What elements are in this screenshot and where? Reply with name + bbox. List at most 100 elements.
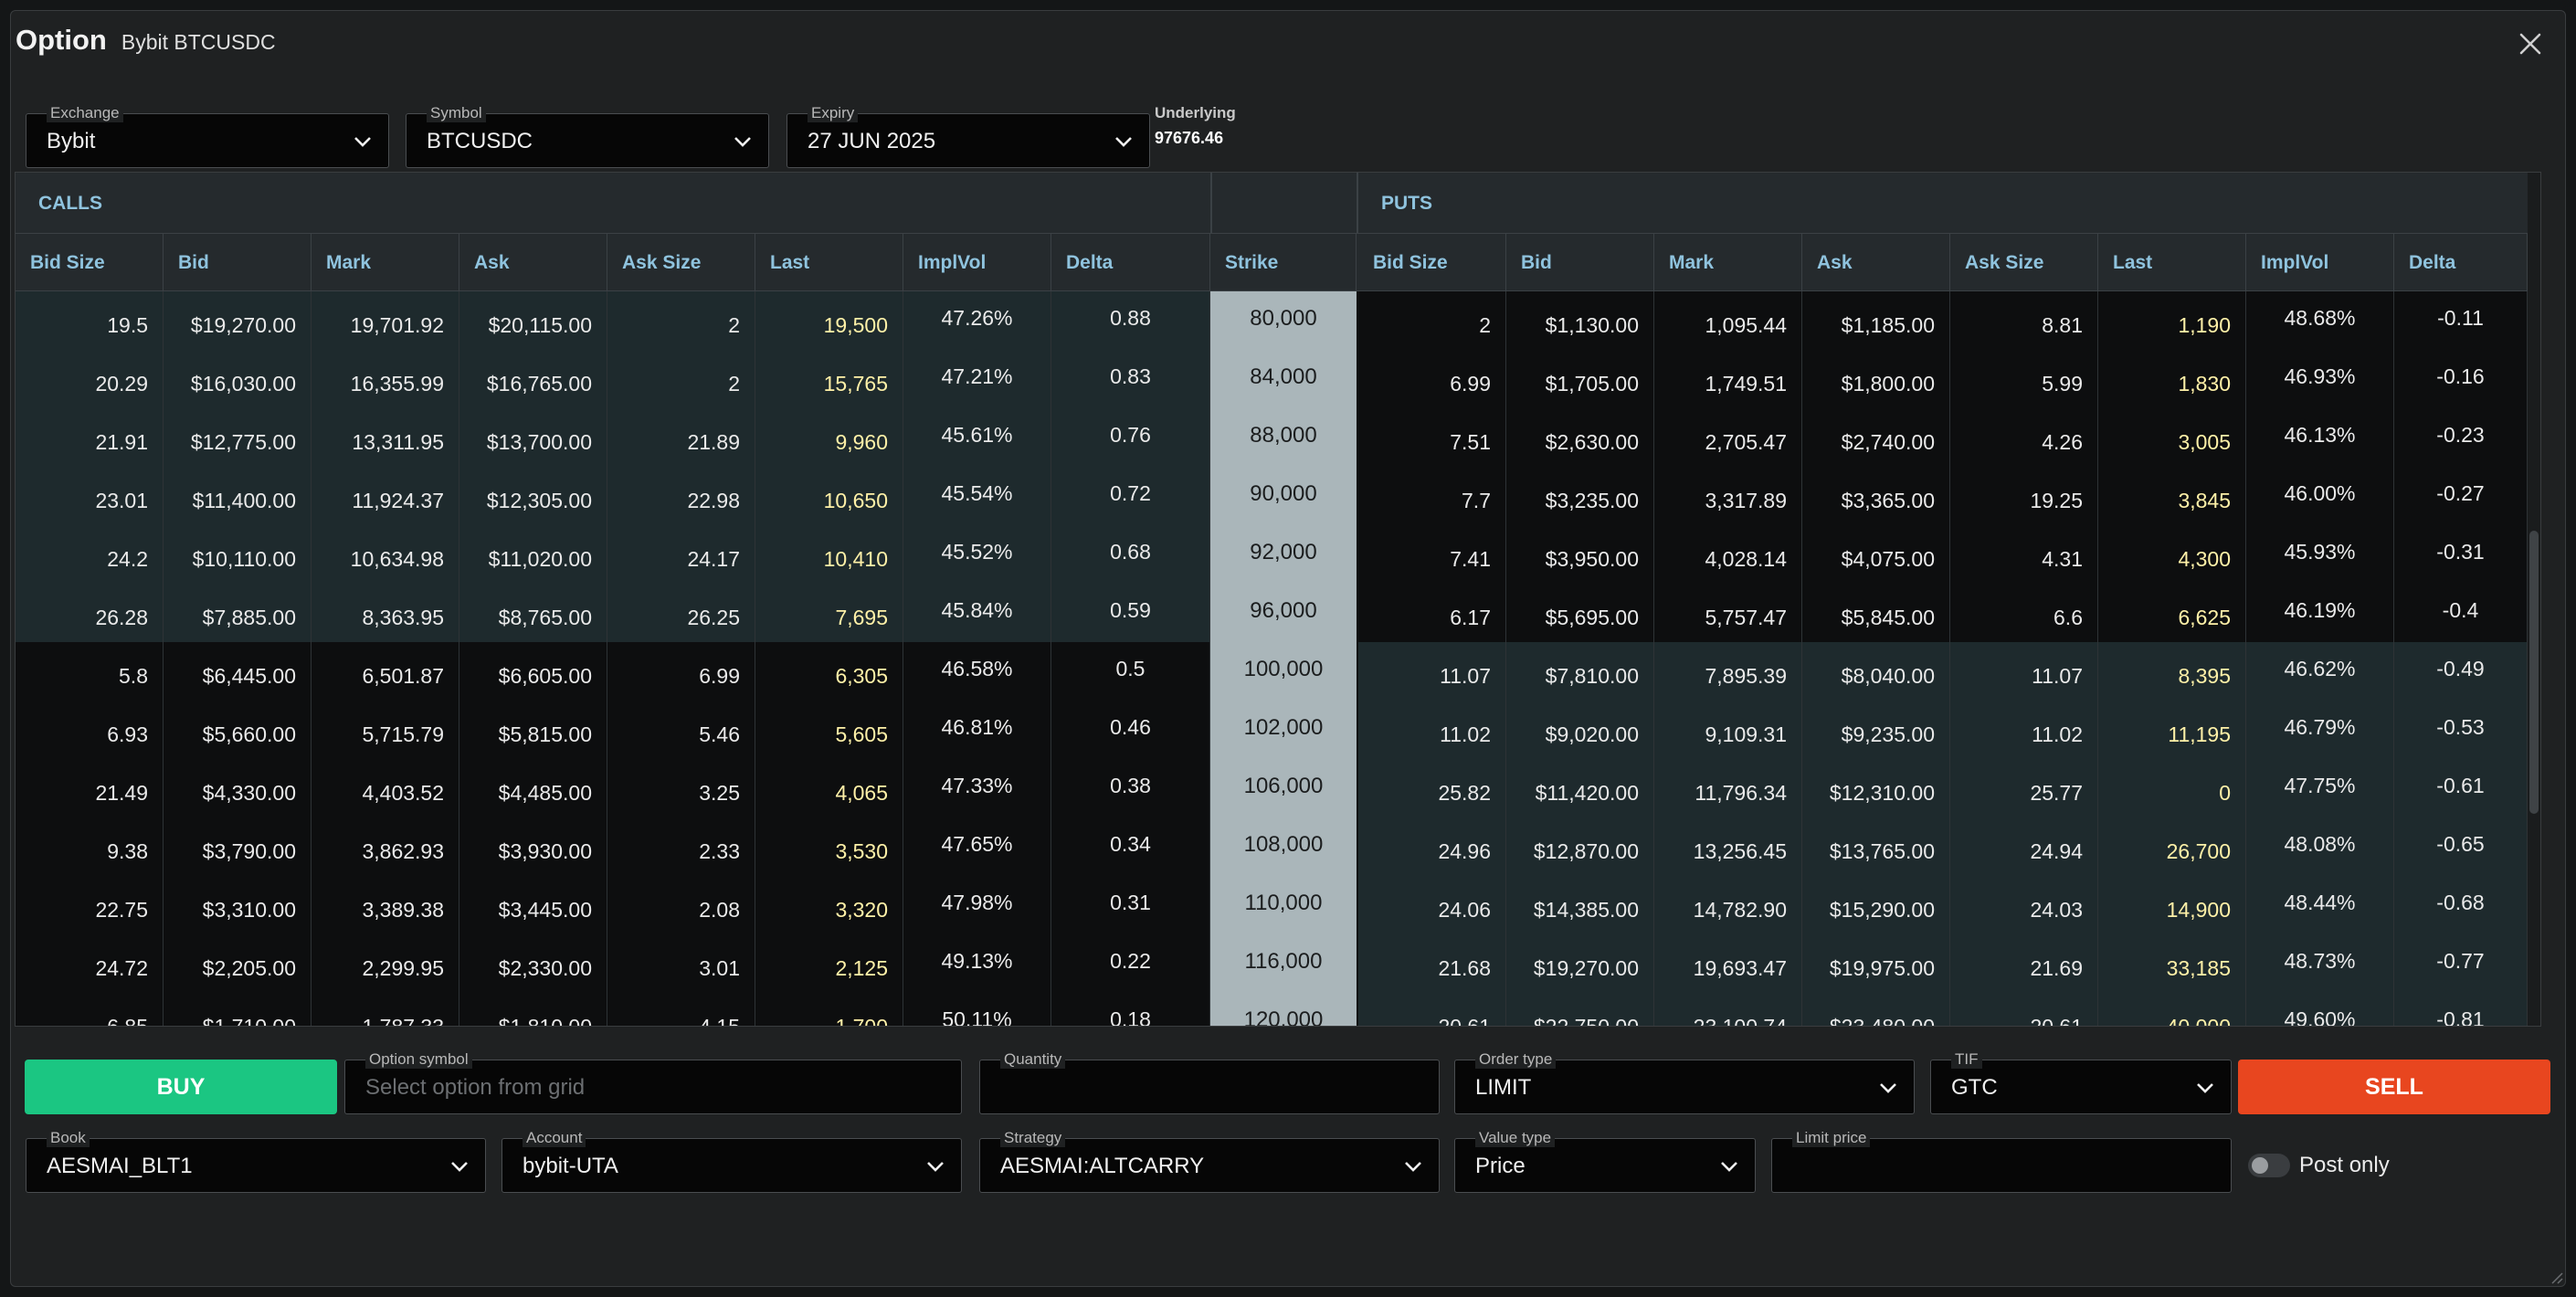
- cell-call-bid-size[interactable]: 20.29: [16, 350, 164, 408]
- cell-put-ask[interactable]: $1,185.00: [1802, 291, 1950, 350]
- cell-put-mark[interactable]: 4,028.14: [1654, 525, 1802, 584]
- cell-call-last[interactable]: 3,320: [755, 876, 903, 934]
- column-header-call-last[interactable]: Last: [755, 234, 903, 290]
- cell-put-mark[interactable]: 9,109.31: [1654, 701, 1802, 759]
- option-row[interactable]: 6.85 $1,710.00 1,787.33 $1,810.00 4.15 1,700 5…: [16, 993, 2528, 1026]
- cell-call-delta[interactable]: 0.72: [1051, 467, 1210, 525]
- resize-handle-icon[interactable]: [2549, 1270, 2563, 1284]
- cell-put-bid-size[interactable]: 11.07: [1358, 642, 1506, 701]
- cell-call-mark[interactable]: 1,787.33: [311, 993, 459, 1026]
- cell-put-bid[interactable]: $2,630.00: [1506, 408, 1654, 467]
- cell-put-ask-size[interactable]: 6.6: [1950, 584, 2098, 642]
- cell-put-bid[interactable]: $1,705.00: [1506, 350, 1654, 408]
- option-row[interactable]: 20.29 $16,030.00 16,355.99 $16,765.00 2 15,76…: [16, 350, 2528, 408]
- cell-put-impl-vol[interactable]: 48.08%: [2246, 817, 2394, 876]
- cell-call-mark[interactable]: 2,299.95: [311, 934, 459, 993]
- cell-put-last[interactable]: 40,000: [2098, 993, 2246, 1026]
- cell-put-bid-size[interactable]: 11.02: [1358, 701, 1506, 759]
- cell-put-impl-vol[interactable]: 48.73%: [2246, 934, 2394, 993]
- cell-put-bid[interactable]: $7,810.00: [1506, 642, 1654, 701]
- cell-put-delta[interactable]: -0.49: [2394, 642, 2528, 701]
- cell-put-impl-vol[interactable]: 46.19%: [2246, 584, 2394, 642]
- cell-call-ask-size[interactable]: 3.01: [607, 934, 755, 993]
- cell-put-delta[interactable]: -0.77: [2394, 934, 2528, 993]
- column-header-put-ask-size[interactable]: Ask Size: [1950, 234, 2098, 290]
- cell-call-bid[interactable]: $5,660.00: [164, 701, 311, 759]
- cell-put-bid[interactable]: $3,235.00: [1506, 467, 1654, 525]
- cell-put-delta[interactable]: -0.31: [2394, 525, 2528, 584]
- column-header-put-mark[interactable]: Mark: [1654, 234, 1802, 290]
- cell-put-ask[interactable]: $23,480.00: [1802, 993, 1950, 1026]
- cell-put-delta[interactable]: -0.61: [2394, 759, 2528, 817]
- exchange-select[interactable]: Exchange Bybit: [26, 104, 389, 168]
- cell-put-mark[interactable]: 7,895.39: [1654, 642, 1802, 701]
- cell-strike[interactable]: 120,000: [1210, 993, 1357, 1026]
- cell-put-impl-vol[interactable]: 45.93%: [2246, 525, 2394, 584]
- option-row[interactable]: 6.93 $5,660.00 5,715.79 $5,815.00 5.46 5,605 4…: [16, 701, 2528, 759]
- cell-call-bid-size[interactable]: 23.01: [16, 467, 164, 525]
- cell-put-impl-vol[interactable]: 48.68%: [2246, 291, 2394, 350]
- cell-call-last[interactable]: 19,500: [755, 291, 903, 350]
- cell-call-bid[interactable]: $2,205.00: [164, 934, 311, 993]
- account-select[interactable]: Account bybit-UTA: [501, 1129, 962, 1193]
- option-symbol-field[interactable]: Option symbol Select option from grid: [344, 1050, 962, 1114]
- cell-put-delta[interactable]: -0.4: [2394, 584, 2528, 642]
- cell-strike[interactable]: 92,000: [1210, 525, 1357, 584]
- cell-strike[interactable]: 106,000: [1210, 759, 1357, 817]
- cell-call-mark[interactable]: 3,389.38: [311, 876, 459, 934]
- value-type-select[interactable]: Value type Price: [1454, 1129, 1756, 1193]
- cell-call-ask[interactable]: $20,115.00: [459, 291, 607, 350]
- cell-call-mark[interactable]: 11,924.37: [311, 467, 459, 525]
- cell-put-mark[interactable]: 19,693.47: [1654, 934, 1802, 993]
- cell-put-delta[interactable]: -0.53: [2394, 701, 2528, 759]
- column-header-put-impl-vol[interactable]: ImplVol: [2246, 234, 2394, 290]
- cell-call-bid-size[interactable]: 24.2: [16, 525, 164, 584]
- cell-call-bid-size[interactable]: 9.38: [16, 817, 164, 876]
- cell-put-delta[interactable]: -0.23: [2394, 408, 2528, 467]
- column-header-strike[interactable]: Strike: [1210, 234, 1357, 290]
- cell-call-impl-vol[interactable]: 47.26%: [903, 291, 1051, 350]
- cell-call-ask[interactable]: $4,485.00: [459, 759, 607, 817]
- cell-call-bid[interactable]: $11,400.00: [164, 467, 311, 525]
- cell-call-mark[interactable]: 10,634.98: [311, 525, 459, 584]
- cell-put-ask-size[interactable]: 11.02: [1950, 701, 2098, 759]
- option-row[interactable]: 21.91 $12,775.00 13,311.95 $13,700.00 21.89 9…: [16, 408, 2528, 467]
- cell-strike[interactable]: 116,000: [1210, 934, 1357, 993]
- cell-call-impl-vol[interactable]: 47.98%: [903, 876, 1051, 934]
- cell-strike[interactable]: 80,000: [1210, 291, 1357, 350]
- cell-call-ask-size[interactable]: 3.25: [607, 759, 755, 817]
- cell-call-delta[interactable]: 0.83: [1051, 350, 1210, 408]
- column-header-call-bid-size[interactable]: Bid Size: [16, 234, 164, 290]
- cell-call-bid[interactable]: $7,885.00: [164, 584, 311, 642]
- cell-call-bid[interactable]: $10,110.00: [164, 525, 311, 584]
- cell-call-mark[interactable]: 4,403.52: [311, 759, 459, 817]
- cell-put-bid-size[interactable]: 2: [1358, 291, 1506, 350]
- column-header-put-ask[interactable]: Ask: [1802, 234, 1950, 290]
- cell-put-mark[interactable]: 5,757.47: [1654, 584, 1802, 642]
- cell-put-last[interactable]: 3,845: [2098, 467, 2246, 525]
- cell-put-ask[interactable]: $9,235.00: [1802, 701, 1950, 759]
- cell-put-bid[interactable]: $5,695.00: [1506, 584, 1654, 642]
- cell-call-delta[interactable]: 0.5: [1051, 642, 1210, 701]
- cell-call-impl-vol[interactable]: 45.61%: [903, 408, 1051, 467]
- cell-put-last[interactable]: 1,190: [2098, 291, 2246, 350]
- cell-put-bid[interactable]: $19,270.00: [1506, 934, 1654, 993]
- cell-put-ask[interactable]: $5,845.00: [1802, 584, 1950, 642]
- cell-call-ask-size[interactable]: 26.25: [607, 584, 755, 642]
- sell-button[interactable]: SELL: [2238, 1060, 2550, 1114]
- cell-put-impl-vol[interactable]: 46.13%: [2246, 408, 2394, 467]
- column-header-put-bid[interactable]: Bid: [1506, 234, 1654, 290]
- option-row[interactable]: 21.49 $4,330.00 4,403.52 $4,485.00 3.25 4,065…: [16, 759, 2528, 817]
- cell-call-impl-vol[interactable]: 47.21%: [903, 350, 1051, 408]
- cell-strike[interactable]: 102,000: [1210, 701, 1357, 759]
- cell-call-delta[interactable]: 0.68: [1051, 525, 1210, 584]
- cell-put-bid[interactable]: $11,420.00: [1506, 759, 1654, 817]
- option-row[interactable]: 19.5 $19,270.00 19,701.92 $20,115.00 2 19,500…: [16, 291, 2528, 350]
- cell-put-ask-size[interactable]: 11.07: [1950, 642, 2098, 701]
- cell-strike[interactable]: 100,000: [1210, 642, 1357, 701]
- cell-call-bid[interactable]: $16,030.00: [164, 350, 311, 408]
- cell-call-ask[interactable]: $8,765.00: [459, 584, 607, 642]
- cell-put-ask-size[interactable]: 24.94: [1950, 817, 2098, 876]
- cell-strike[interactable]: 90,000: [1210, 467, 1357, 525]
- cell-put-bid-size[interactable]: 25.82: [1358, 759, 1506, 817]
